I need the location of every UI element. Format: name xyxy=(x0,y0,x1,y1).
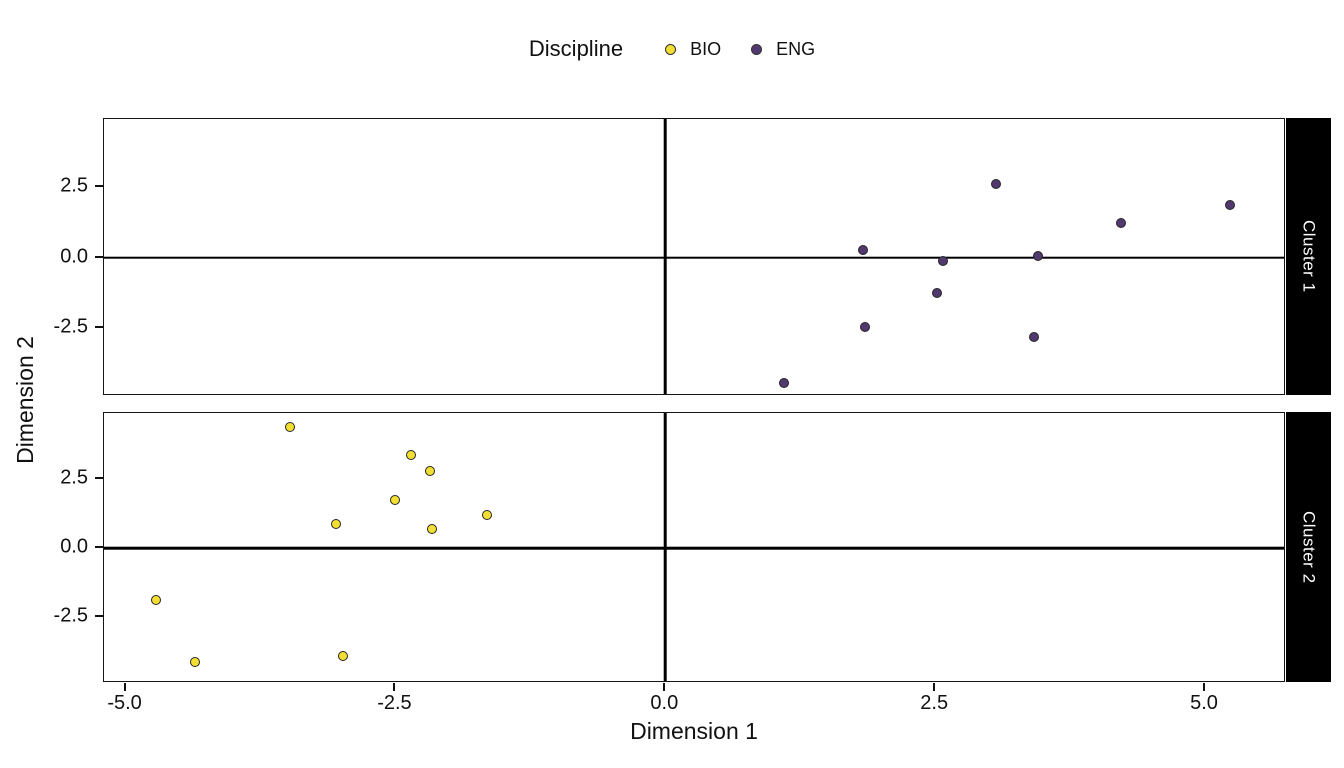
y-tick-mark xyxy=(95,255,103,258)
zero-line-vertical xyxy=(664,413,667,681)
x-tick-label: 0.0 xyxy=(650,692,679,714)
y-tick-label: -2.5 xyxy=(53,604,88,627)
plot-panel-cluster-2 xyxy=(103,412,1285,682)
data-point-bio xyxy=(331,519,342,530)
y-tick-mark xyxy=(95,477,103,480)
x-tick-label: 5.0 xyxy=(1190,692,1218,714)
legend-item-eng: ENG xyxy=(751,39,815,60)
y-tick-mark xyxy=(95,546,103,548)
x-tick-label: -5.0 xyxy=(107,692,142,714)
y-tick-mark xyxy=(95,614,103,617)
x-tick-mark xyxy=(1203,683,1206,691)
facet-strip-label: Cluster 1 xyxy=(1299,220,1319,293)
x-tick-label: 2.5 xyxy=(920,692,949,714)
data-point-eng xyxy=(990,179,1001,189)
x-tick-label: -2.5 xyxy=(377,692,412,714)
zero-line-horizontal xyxy=(104,546,1284,550)
data-point-bio xyxy=(150,594,161,605)
data-point-eng xyxy=(857,245,868,256)
data-point-bio xyxy=(405,450,416,461)
y-tick-label: -2.5 xyxy=(53,315,88,338)
data-point-eng xyxy=(937,256,948,267)
y-tick-label: 2.5 xyxy=(60,174,88,197)
plot-panel-cluster-1 xyxy=(103,118,1285,395)
x-tick-mark xyxy=(663,683,666,691)
legend-title: Discipline xyxy=(528,36,624,61)
bio-point-icon xyxy=(665,43,677,55)
eng-point-icon xyxy=(751,43,763,55)
y-tick-label: 0.0 xyxy=(60,535,88,558)
zero-line-horizontal xyxy=(104,256,1284,259)
x-tick-mark xyxy=(123,683,126,691)
legend-label-bio: BIO xyxy=(690,38,722,59)
legend-label-eng: ENG xyxy=(776,38,816,59)
data-point-bio xyxy=(482,510,493,521)
zero-line-vertical xyxy=(664,119,667,394)
data-point-bio xyxy=(189,657,200,668)
data-point-eng xyxy=(1115,218,1126,229)
data-point-eng xyxy=(779,377,790,388)
data-point-eng xyxy=(1032,250,1043,261)
x-tick-mark xyxy=(393,683,396,691)
facet-strip-label: Cluster 2 xyxy=(1299,510,1319,584)
y-tick-mark xyxy=(95,326,103,329)
data-point-bio xyxy=(390,494,401,505)
y-tick-mark xyxy=(95,184,103,187)
x-axis-title: Dimension 1 xyxy=(630,718,758,744)
data-point-eng xyxy=(1029,331,1040,342)
legend: Discipline BIO ENG xyxy=(0,36,1344,62)
data-point-bio xyxy=(284,422,295,433)
data-point-bio xyxy=(427,523,438,534)
y-axis-title: Dimension 2 xyxy=(12,336,38,464)
facet-strip-cluster-2: Cluster 2 xyxy=(1286,412,1331,682)
data-point-eng xyxy=(860,321,870,332)
data-point-bio xyxy=(424,466,435,477)
y-tick-label: 2.5 xyxy=(60,466,88,489)
x-tick-mark xyxy=(933,683,936,691)
data-point-eng xyxy=(932,287,943,298)
y-tick-label: 0.0 xyxy=(60,245,88,267)
data-point-eng xyxy=(1224,199,1235,210)
legend-item-bio: BIO xyxy=(665,39,721,60)
data-point-bio xyxy=(337,651,348,662)
facet-strip-cluster-1: Cluster 1 xyxy=(1286,118,1331,395)
